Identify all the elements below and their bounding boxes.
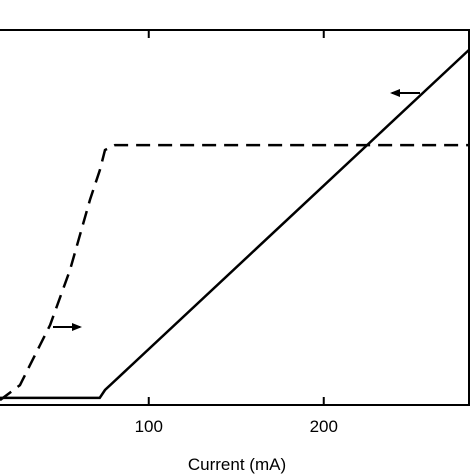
x-tick-label: 100 bbox=[135, 417, 163, 436]
data-line bbox=[0, 143, 469, 402]
x-tick-label: 200 bbox=[310, 417, 338, 436]
data-line bbox=[0, 48, 470, 400]
left-arrow bbox=[390, 89, 420, 97]
x-axis-label: Current (mA) bbox=[188, 455, 286, 474]
right-arrow bbox=[53, 323, 82, 331]
plot-frame bbox=[0, 29, 470, 406]
